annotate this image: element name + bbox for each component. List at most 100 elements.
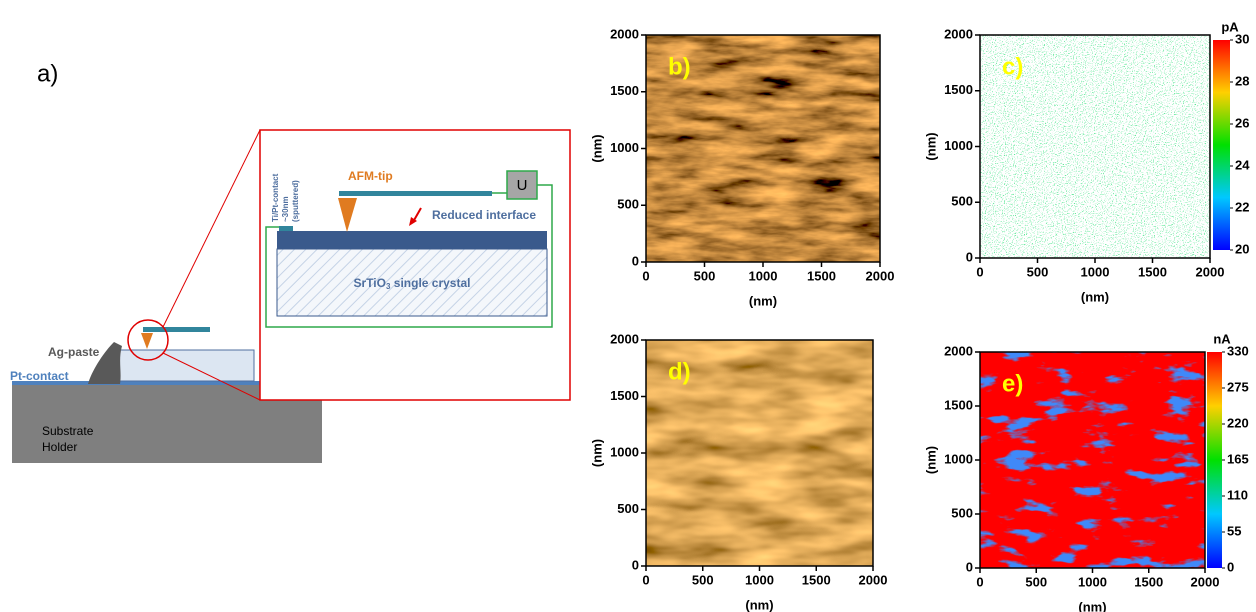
x-tick-label: 2000	[1191, 574, 1220, 589]
ag-paste-blob	[88, 342, 122, 384]
substrate-label: Substrate	[42, 424, 94, 438]
x-axis-label: (nm)	[745, 597, 773, 612]
zoom-circle	[127, 319, 169, 361]
y-tick-label: 2000	[610, 26, 639, 41]
colorbar-tick-label: 220	[1227, 415, 1249, 430]
zoom-line	[162, 129, 261, 328]
x-tick-label: 500	[692, 572, 714, 587]
x-tick-label: 500	[1025, 574, 1047, 589]
x-tick-label: 0	[976, 574, 983, 589]
x-tick-label: 1000	[1081, 264, 1110, 279]
crystal-detail	[276, 248, 548, 317]
y-tick-label: 2000	[610, 331, 639, 346]
y-tick-label: 0	[966, 559, 973, 574]
y-tick-label: 1500	[610, 388, 639, 403]
panel-label: b)	[668, 53, 691, 80]
colorbar-unit: pA	[1221, 19, 1239, 34]
x-axis-label: (nm)	[749, 293, 777, 308]
source-box	[506, 170, 538, 200]
colorbar	[1213, 40, 1230, 250]
pt-layer	[12, 381, 322, 385]
cantilever	[339, 191, 492, 196]
x-tick-label: 1500	[1134, 574, 1163, 589]
afm-image	[646, 340, 873, 566]
colorbar	[1207, 352, 1222, 568]
afm-image	[646, 35, 880, 262]
y-tick-label: 1000	[944, 451, 973, 466]
x-tick-label: 500	[1027, 264, 1049, 279]
x-tick-label: 1500	[807, 268, 836, 283]
colorbar-unit: nA	[1213, 331, 1231, 346]
y-tick-label: 1000	[610, 140, 639, 155]
x-tick-label: 2000	[1196, 264, 1225, 279]
afm-tip-label: AFM-tip	[348, 169, 393, 183]
ag-paste-label: Ag-paste	[48, 345, 100, 359]
colorbar-tick-label: 30	[1235, 31, 1249, 46]
colorbar-tick-label: 330	[1227, 343, 1249, 358]
y-tick-label: 1500	[944, 397, 973, 412]
x-tick-label: 0	[642, 572, 649, 587]
x-axis-label: (nm)	[1081, 289, 1109, 304]
y-tick-label: 0	[966, 249, 973, 264]
colorbar-tick-label: 24	[1235, 157, 1250, 172]
cantilever	[143, 327, 210, 332]
wire	[265, 184, 553, 328]
interface-layer	[277, 231, 547, 249]
colorbar-tick-label: 165	[1227, 451, 1249, 466]
ti-pt-label: (sputtered)	[291, 180, 300, 222]
substrate-label: Holder	[42, 440, 77, 454]
colorbar-tick-label: 22	[1235, 199, 1249, 214]
panel-label: c)	[1002, 53, 1023, 80]
y-tick-label: 1500	[610, 83, 639, 98]
crystal-label: SrTiO3 single crystal	[354, 276, 471, 291]
y-tick-label: 2000	[944, 343, 973, 358]
x-tick-label: 500	[694, 268, 716, 283]
y-tick-label: 1500	[944, 82, 973, 97]
y-tick-label: 1000	[610, 444, 639, 459]
y-tick-label: 2000	[944, 26, 973, 41]
panel-label: e)	[1002, 370, 1023, 397]
afm-image	[980, 352, 1205, 568]
y-axis-label: (nm)	[923, 132, 938, 160]
schematic: a) U AFM-tip Reduced interface Ti/Pt-con…	[10, 60, 571, 463]
x-tick-label: 0	[976, 264, 983, 279]
colorbar-tick-label: 20	[1235, 241, 1249, 256]
x-tick-label: 1000	[749, 268, 778, 283]
y-tick-label: 0	[632, 253, 639, 268]
x-tick-label: 1000	[1078, 574, 1107, 589]
interface-label: Reduced interface	[432, 208, 536, 222]
tip	[141, 333, 153, 349]
colorbar-tick-label: 0	[1227, 559, 1234, 574]
y-tick-label: 500	[951, 505, 973, 520]
x-tick-label: 1000	[745, 572, 774, 587]
y-tick-label: 0	[632, 557, 639, 572]
colorbar-tick-label: 110	[1227, 487, 1248, 502]
crystal	[117, 349, 255, 382]
colorbar-tick-label: 26	[1235, 115, 1249, 130]
source-label: U	[517, 177, 528, 194]
x-tick-label: 2000	[859, 572, 888, 587]
panel-label: a)	[37, 60, 58, 87]
x-tick-label: 1500	[802, 572, 831, 587]
y-tick-label: 500	[617, 501, 639, 516]
y-axis-label: (nm)	[589, 134, 604, 162]
ti-pt-label: ~30nm	[281, 196, 290, 222]
colorbar-tick-label: 275	[1227, 379, 1249, 394]
y-tick-label: 500	[951, 194, 973, 209]
colorbar-tick-label: 55	[1227, 523, 1241, 538]
zoom-line	[162, 352, 261, 401]
panel-label: d)	[668, 358, 691, 385]
colorbar-tick-label: 28	[1235, 73, 1249, 88]
ti-pt-label: Ti/Pt-contact	[271, 173, 280, 222]
x-axis-label: (nm)	[1078, 599, 1106, 612]
arrow-head	[409, 217, 417, 226]
pt-contact-label: Pt-contact	[10, 369, 69, 383]
x-tick-label: 0	[642, 268, 649, 283]
afm-image	[980, 35, 1210, 258]
y-axis-label: (nm)	[589, 439, 604, 467]
y-axis-label: (nm)	[923, 446, 938, 474]
ti-pt-pad	[279, 226, 293, 231]
y-tick-label: 500	[617, 197, 639, 212]
tip	[338, 198, 357, 232]
